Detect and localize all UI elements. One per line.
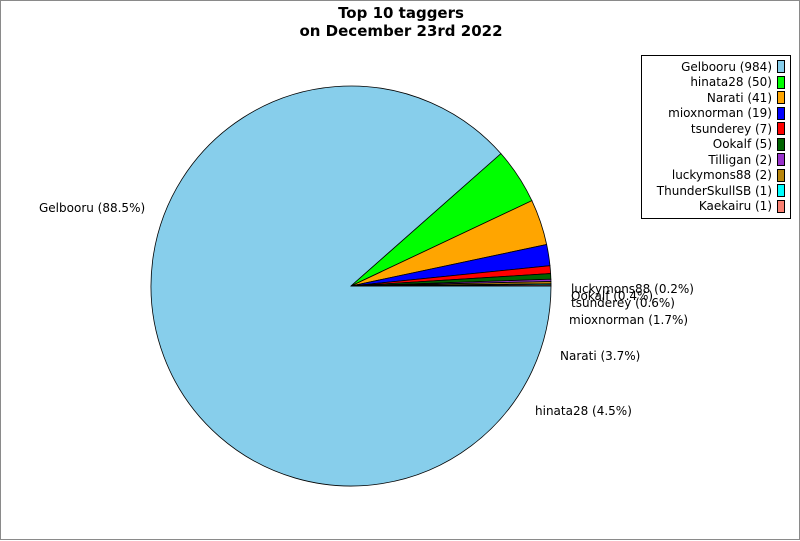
legend-swatch [777,122,785,136]
chart-legend: Gelbooru (984) hinata28 (50) Narati (41) mi… [641,55,791,219]
slice-label-narati: Narati (3.7%) [560,349,640,363]
legend-entry-thunderskullsb: ThunderSkullSB (1) [642,183,790,199]
legend-entry-kaekairu: Kaekairu (1) [642,199,790,215]
chart-title: Top 10 taggers [338,4,464,22]
slice-label-hinata28: hinata28 (4.5%) [535,404,632,418]
legend-swatch [777,106,785,120]
legend-label: Narati (41) [706,90,772,105]
legend-swatch [777,184,785,198]
legend-swatch [777,153,785,167]
legend-swatch [777,91,785,105]
slice-label-tsunderey: tsunderey (0.6%) [571,296,675,310]
legend-entry-gelbooru: Gelbooru (984) [642,59,790,75]
legend-swatch [777,168,785,182]
legend-entry-mioxnorman: mioxnorman (19) [642,106,790,122]
legend-label: Kaekairu (1) [698,199,772,214]
chart-subtitle: on December 23rd 2022 [299,22,503,40]
slice-label-mioxnorman: mioxnorman (1.7%) [569,313,688,327]
legend-label: ThunderSkullSB (1) [656,183,772,198]
legend-swatch [777,137,785,151]
legend-label: mioxnorman (19) [668,106,772,121]
chart-title-block: Top 10 taggers on December 23rd 2022 [1,4,800,40]
legend-swatch [777,60,785,74]
pie-slice-kaekairu [350,284,552,287]
slice-label-ookalf: Ookalf (0.4%) [571,289,653,303]
legend-entry-ookalf: Ookalf (5) [642,137,790,153]
legend-label: Ookalf (5) [712,137,772,152]
legend-label: hinata28 (50) [690,75,772,90]
legend-entry-narati: Narati (41) [642,90,790,106]
legend-label: Gelbooru (984) [681,59,772,74]
legend-label: luckymons88 (2) [671,168,772,183]
slice-label-luckymons88: luckymons88 (0.2%) [571,282,694,296]
legend-label: tsunderey (7) [690,121,772,136]
legend-label: Tilligan (2) [708,152,772,167]
slice-label-gelbooru: Gelbooru (88.5%) [39,201,145,215]
legend-entry-tsunderey: tsunderey (7) [642,121,790,137]
legend-entry-hinata28: hinata28 (50) [642,75,790,91]
legend-entry-tilligan: Tilligan (2) [642,152,790,168]
legend-swatch [777,75,785,89]
legend-entry-luckymons88: luckymons88 (2) [642,168,790,184]
legend-swatch [777,199,785,213]
